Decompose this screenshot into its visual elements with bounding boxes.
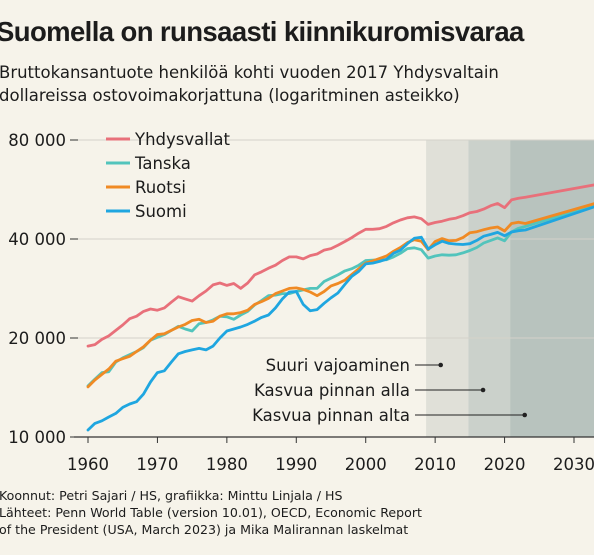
scenario-dot <box>438 362 443 368</box>
legend-label: Ruotsi <box>135 178 186 197</box>
x-tick-label: 1970 <box>136 455 178 474</box>
x-tick-label: 2030 <box>553 455 594 474</box>
footer-sources-1: Lähteet: Penn World Table (version 10.01… <box>0 505 422 520</box>
x-tick-label: 1990 <box>275 455 317 474</box>
footer-sources-2: of the President (USA, March 2023) ja Mi… <box>0 522 409 537</box>
scenario-label: Suuri vajoaminen <box>266 356 410 375</box>
series-line-suomi <box>86 205 594 432</box>
x-tick-label: 2010 <box>414 455 456 474</box>
y-tick-label: 80 000 <box>8 131 66 150</box>
series-line-yhdysvallat <box>86 183 594 348</box>
legend-label: Tanska <box>134 154 191 173</box>
y-tick-label: 20 000 <box>8 329 66 348</box>
x-tick-label: 2000 <box>345 455 387 474</box>
y-tick-label: 10 000 <box>8 428 66 447</box>
scenario-band <box>468 140 511 437</box>
scenario-band <box>510 140 594 437</box>
subtitle: Bruttokansantuote henkilöä kohti vuoden … <box>0 63 499 105</box>
scenario-dot <box>480 387 486 393</box>
scenario-label: Kasvua pinnan alta <box>252 406 410 425</box>
page-title: Suomella on runsaasti kiinnikuromisvaraa <box>0 16 524 47</box>
footer: Koonnut: Petri Sajari / HS, grafiikka: M… <box>0 487 422 538</box>
footer-credits: Koonnut: Petri Sajari / HS, grafiikka: M… <box>0 488 343 503</box>
legend-label: Yhdysvallat <box>134 130 231 149</box>
legend-label: Suomi <box>135 202 187 221</box>
scenario-dot <box>522 412 528 418</box>
series-line-ruotsi <box>86 202 594 389</box>
x-tick-label: 1980 <box>206 455 248 474</box>
x-tick-label: 1960 <box>67 455 109 474</box>
y-tick-label: 40 000 <box>8 230 66 249</box>
scenario-band <box>426 140 469 437</box>
scenario-label: Kasvua pinnan alla <box>254 381 410 400</box>
x-tick-label: 2020 <box>484 455 526 474</box>
